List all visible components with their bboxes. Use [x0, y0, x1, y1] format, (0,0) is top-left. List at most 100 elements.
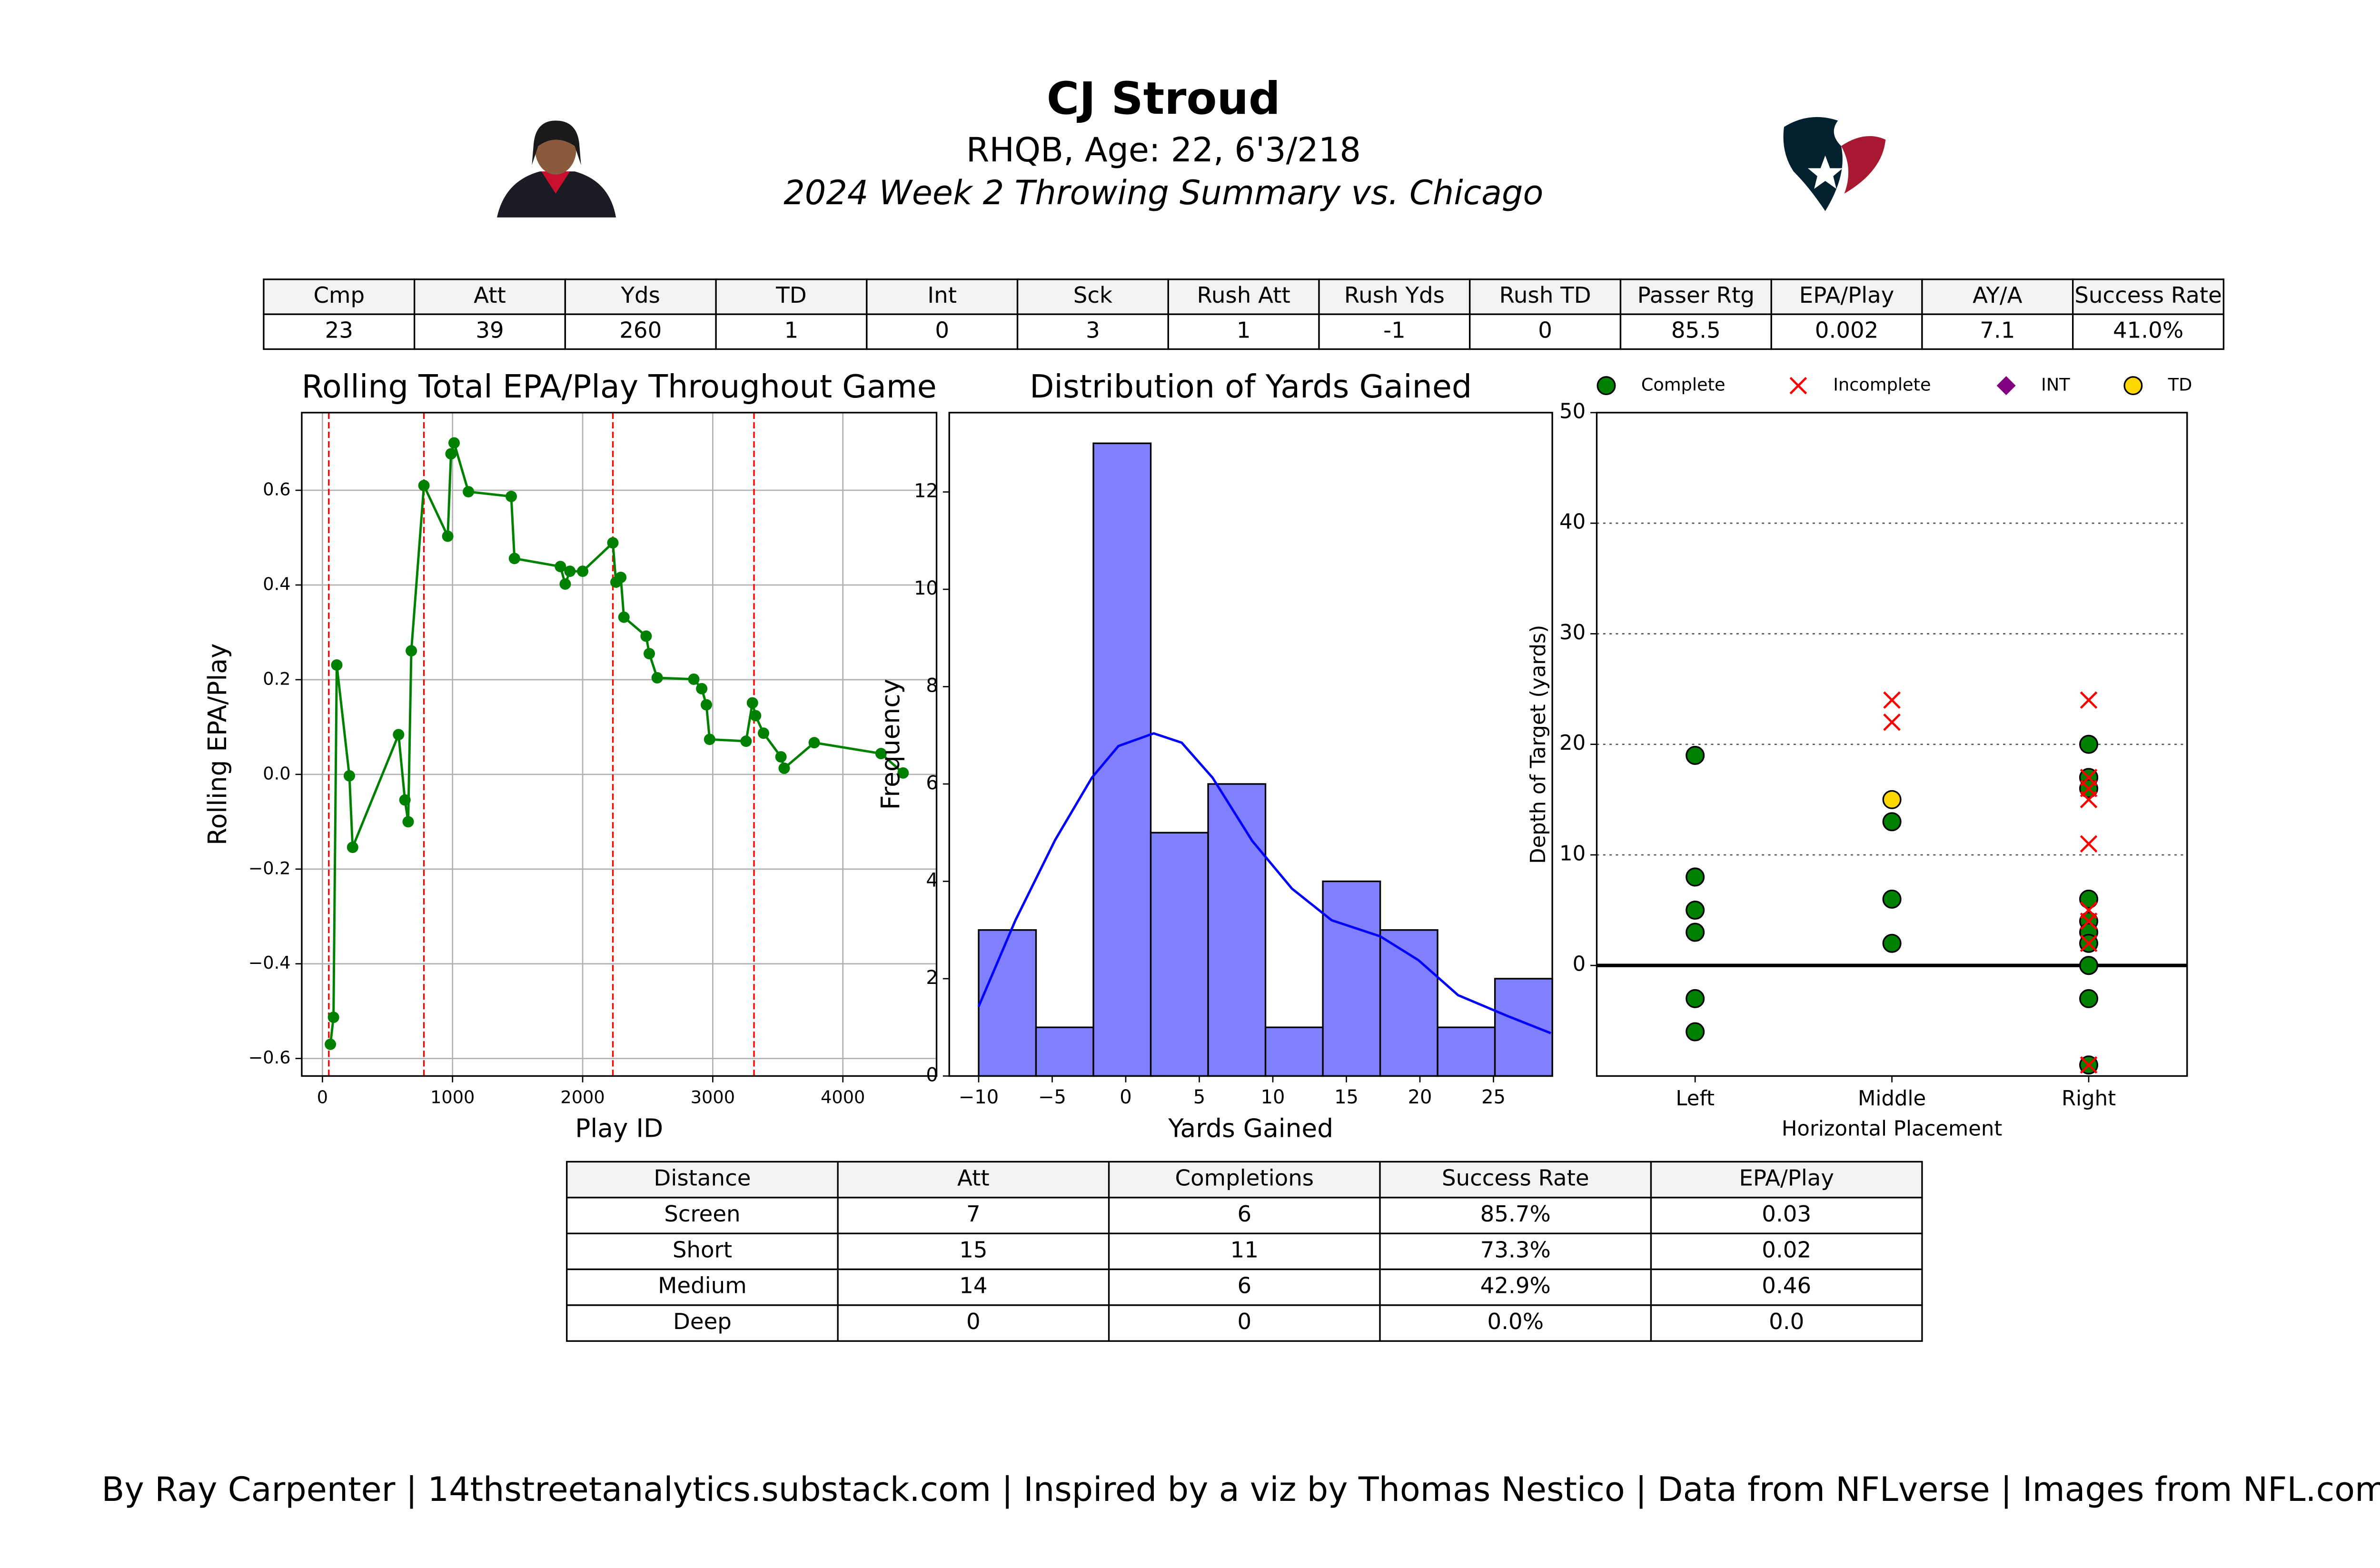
column-header: Success Rate [1442, 1166, 1589, 1191]
header-cell [837, 1161, 1110, 1199]
column-header: Cmp [313, 283, 365, 308]
y-tick-label: 50 [1559, 399, 1586, 423]
point [1686, 867, 1705, 887]
y-tick-label: −0.4 [248, 953, 291, 973]
cell-text: 41.0% [2113, 318, 2183, 343]
y-tick-label: 8 [926, 675, 938, 696]
cell-text: -1 [1383, 318, 1406, 343]
point [506, 490, 517, 502]
point [1882, 812, 1902, 832]
cell [1921, 313, 2074, 350]
y-tick-label: 0 [926, 1064, 938, 1086]
point [644, 648, 655, 660]
cell [1108, 1197, 1381, 1234]
bar [1207, 783, 1267, 1077]
point [808, 737, 820, 749]
cell-text: Short [673, 1237, 732, 1263]
legend-item: INT [1996, 375, 2070, 396]
point [750, 710, 762, 722]
cell [566, 1232, 839, 1270]
header-cell [2072, 278, 2225, 315]
y-tick-label: 20 [1559, 731, 1586, 755]
y-axis-label: Rolling EPA/Play [202, 643, 232, 845]
column-header: Distance [654, 1166, 751, 1191]
x-tick-label: 10 [1261, 1086, 1285, 1108]
bar [1379, 929, 1438, 1077]
point [758, 727, 770, 739]
point [463, 486, 475, 497]
y-tick-label: 0.2 [263, 668, 290, 689]
point [696, 683, 708, 695]
x-tick-label: Right [2062, 1087, 2116, 1111]
point [2080, 934, 2098, 953]
column-header: Yds [621, 283, 660, 308]
cell [1650, 1304, 1923, 1342]
cell [413, 313, 566, 350]
column-header: Rush Att [1197, 283, 1290, 308]
point [775, 751, 787, 763]
cell [1108, 1268, 1381, 1306]
x-axis-label: Play ID [575, 1113, 663, 1143]
x-tick-label: 5 [1193, 1086, 1205, 1108]
chart-title: Rolling Total EPA/Play Throughout Game [302, 368, 937, 405]
x-tick-label: 15 [1334, 1086, 1359, 1108]
point [1686, 745, 1705, 765]
cell [566, 1268, 839, 1306]
x-tick-label: 1000 [430, 1087, 475, 1108]
chart-title: Distribution of Yards Gained [1030, 368, 1472, 405]
cell [837, 1268, 1110, 1306]
point [331, 659, 343, 671]
y-tick-label: −0.2 [248, 858, 291, 878]
column-header: Int [927, 283, 957, 308]
bar [1494, 978, 1553, 1077]
cell-text: 7.1 [1980, 318, 2015, 343]
cell [566, 1197, 839, 1234]
cell-text: 0 [1237, 1309, 1251, 1335]
cell-text: 0.02 [1762, 1237, 1811, 1263]
line [329, 438, 904, 1045]
x-tick-label: Left [1676, 1087, 1715, 1111]
header-cell [1318, 278, 1471, 315]
table: Distance Att Completions Success Rate EPA/Pl… [566, 1161, 1923, 1342]
point [651, 672, 663, 684]
x-tick-label: 20 [1408, 1086, 1432, 1108]
y-tick-label: 30 [1559, 621, 1586, 645]
legend-label: INT [2041, 375, 2070, 395]
bar [1264, 1026, 1324, 1077]
point [2080, 1056, 2098, 1074]
cell-text: 0.0% [1488, 1309, 1544, 1335]
point [701, 699, 713, 711]
point [1883, 713, 1901, 731]
point [2080, 791, 2098, 809]
point [615, 572, 627, 584]
x-tick-label: 0 [317, 1087, 328, 1108]
point [402, 816, 414, 828]
column-header: Rush Yds [1344, 283, 1445, 308]
point [508, 553, 520, 565]
y-tick-label: 12 [914, 480, 938, 502]
column-header: Success Rate [2074, 283, 2222, 308]
header-cell [1650, 1161, 1923, 1199]
column-header: Att [957, 1166, 990, 1191]
y-tick-label: 10 [914, 577, 938, 599]
cell-text: 260 [619, 318, 662, 343]
column-header: Passer Rtg [1637, 283, 1755, 308]
cell [1770, 313, 1923, 350]
y-tick-label: 0 [1573, 953, 1586, 976]
legend-item: Complete [1597, 375, 1726, 396]
player-headshot [497, 120, 616, 218]
cell-text: 7 [966, 1201, 981, 1227]
cell-text: 23 [325, 318, 353, 343]
footer: By Ray Carpenter | 14thstreetanalytics.s… [101, 1470, 2380, 1509]
cell [866, 313, 1019, 350]
point [2080, 691, 2098, 709]
point [688, 673, 700, 685]
cell [1650, 1232, 1923, 1270]
column-header: Rush TD [1499, 283, 1591, 308]
x-tick-label: 2000 [560, 1087, 605, 1108]
point [393, 729, 405, 741]
plot-border [1596, 412, 2188, 1077]
point [2079, 956, 2099, 975]
x-tick-label: 25 [1481, 1086, 1506, 1108]
y-tick-label: 40 [1559, 510, 1586, 534]
